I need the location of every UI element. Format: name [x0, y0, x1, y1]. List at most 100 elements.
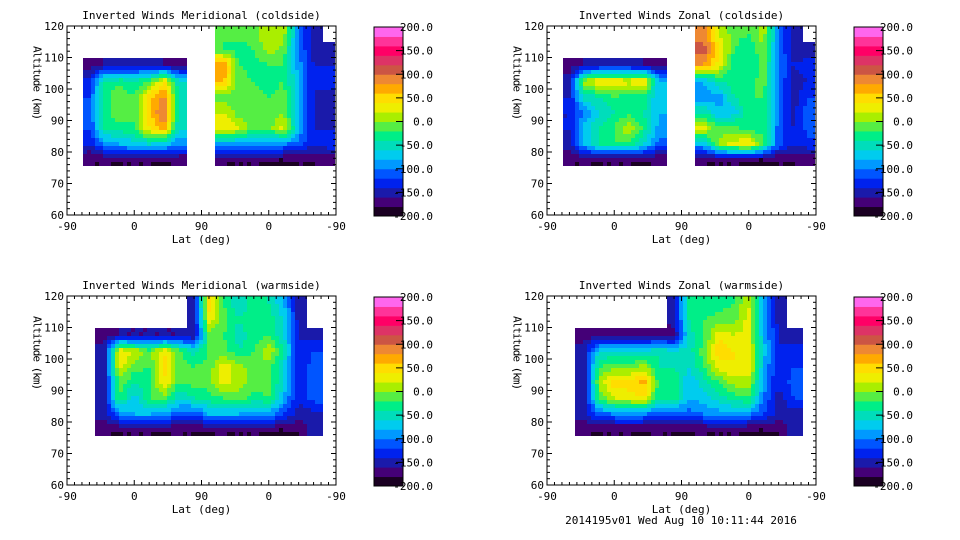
colorbar-band: [854, 140, 883, 151]
contour-cell: [151, 146, 155, 150]
contour-cell: [759, 26, 763, 30]
contour-cell: [103, 364, 107, 368]
contour-cell: [147, 158, 151, 162]
contour-cell: [227, 154, 231, 158]
contour-cell: [283, 42, 287, 46]
contour-cell: [307, 42, 311, 46]
contour-cell: [791, 118, 795, 122]
contour-cell: [719, 142, 723, 146]
contour-cell: [719, 42, 723, 46]
contour-cell: [695, 94, 699, 98]
contour-cell: [767, 154, 771, 158]
contour-cell: [247, 94, 251, 98]
contour-cell: [275, 118, 279, 122]
contour-cell: [251, 42, 255, 46]
contour-cell: [139, 356, 143, 360]
contour-cell: [271, 146, 275, 150]
contour-cell: [719, 118, 723, 122]
contour-cell: [151, 70, 155, 74]
contour-cell: [755, 150, 759, 154]
contour-cell: [135, 130, 139, 134]
contour-cell: [179, 110, 183, 114]
contour-cell: [307, 74, 311, 78]
contour-cell: [299, 50, 303, 54]
contour-cell: [151, 364, 155, 368]
contour-cell: [103, 66, 107, 70]
contour-cell: [83, 62, 87, 66]
contour-cell: [227, 376, 231, 380]
contour-cell: [775, 122, 779, 126]
contour-cell: [255, 380, 259, 384]
contour-cell: [303, 94, 307, 98]
contour-cell: [271, 162, 275, 166]
contour-cell: [171, 58, 175, 62]
contour-cell: [231, 312, 235, 316]
contour-cell: [591, 130, 595, 134]
contour-cell: [759, 150, 763, 154]
contour-cell: [287, 66, 291, 70]
contour-cell: [267, 66, 271, 70]
contour-cell: [807, 126, 811, 130]
contour-cell: [715, 46, 719, 50]
contour-cell: [747, 114, 751, 118]
contour-cell: [307, 126, 311, 130]
contour-cell: [603, 134, 607, 138]
contour-cell: [775, 98, 779, 102]
contour-cell: [243, 296, 247, 300]
contour-cell: [143, 352, 147, 356]
contour-cell: [223, 296, 227, 300]
contour-cell: [799, 38, 803, 42]
contour-cell: [299, 364, 303, 368]
contour-cell: [643, 86, 647, 90]
contour-cell: [191, 316, 195, 320]
contour-cell: [231, 62, 235, 66]
contour-cell: [239, 134, 243, 138]
contour-cell: [263, 300, 267, 304]
contour-cell: [327, 122, 331, 126]
contour-cell: [319, 336, 323, 340]
contour-cell: [151, 356, 155, 360]
contour-cell: [319, 50, 323, 54]
contour-cell: [211, 324, 215, 328]
contour-cell: [303, 126, 307, 130]
contour-cell: [759, 86, 763, 90]
contour-cell: [595, 82, 599, 86]
contour-cell: [803, 58, 807, 62]
contour-cell: [579, 134, 583, 138]
contour-cell: [727, 150, 731, 154]
contour-cell: [255, 46, 259, 50]
contour-cell: [115, 102, 119, 106]
contour-cell: [143, 70, 147, 74]
contour-cell: [651, 154, 655, 158]
contour-cell: [715, 62, 719, 66]
contour-cell: [275, 114, 279, 118]
x-tick-label: 0: [745, 220, 752, 233]
contour-cell: [243, 62, 247, 66]
contour-cell: [807, 110, 811, 114]
contour-cell: [571, 134, 575, 138]
contour-cell: [223, 352, 227, 356]
contour-cell: [315, 138, 319, 142]
contour-cell: [179, 62, 183, 66]
contour-cell: [143, 110, 147, 114]
contour-cell: [147, 372, 151, 376]
contour-cell: [663, 86, 667, 90]
contour-cell: [179, 134, 183, 138]
contour-cell: [115, 98, 119, 102]
contour-cell: [327, 74, 331, 78]
contour-cell: [251, 58, 255, 62]
contour-cell: [331, 70, 335, 74]
contour-cell: [283, 320, 287, 324]
contour-cell: [723, 78, 727, 82]
contour-cell: [763, 134, 767, 138]
contour-cell: [771, 134, 775, 138]
contour-cell: [259, 114, 263, 118]
contour-cell: [783, 38, 787, 42]
contour-cell: [219, 74, 223, 78]
contour-cell: [151, 344, 155, 348]
contour-cell: [95, 360, 99, 364]
contour-cell: [303, 58, 307, 62]
contour-cell: [783, 114, 787, 118]
contour-cell: [763, 46, 767, 50]
contour-cell: [143, 126, 147, 130]
